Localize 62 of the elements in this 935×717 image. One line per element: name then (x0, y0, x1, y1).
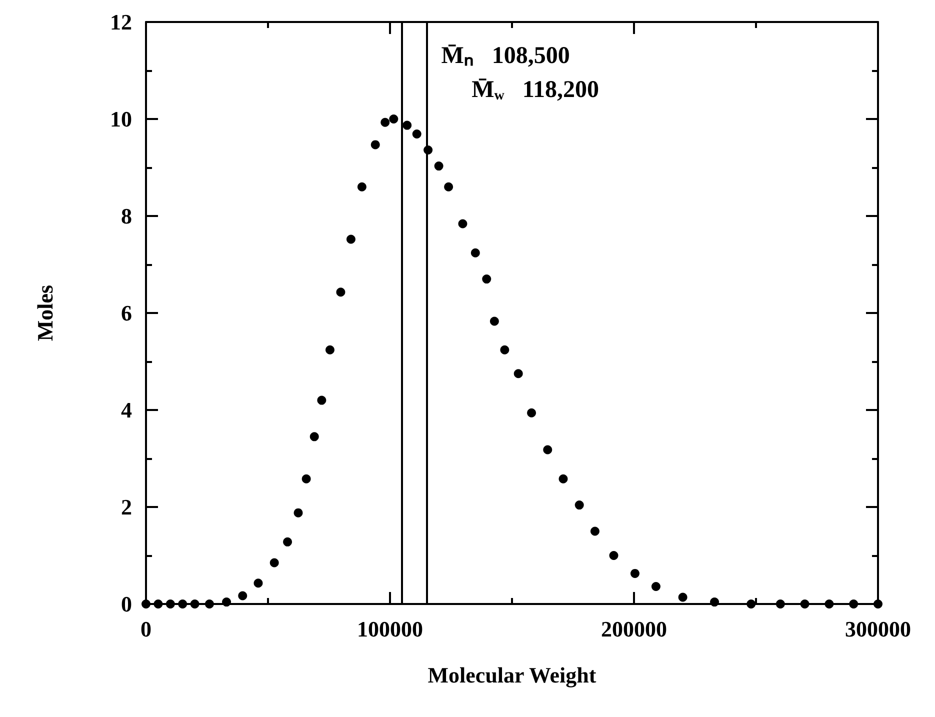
point (302, 474, 311, 484)
point (651, 582, 660, 592)
point (190, 600, 200, 608)
y-axis-title: Moles (32, 284, 58, 342)
point (543, 445, 552, 454)
point (849, 600, 858, 608)
point (294, 508, 303, 518)
point (412, 130, 422, 139)
point (222, 598, 232, 607)
point (514, 369, 523, 378)
point (482, 274, 492, 284)
point (558, 474, 568, 484)
y-tick-label: 10 (110, 106, 132, 132)
point (574, 500, 584, 510)
point (776, 600, 785, 608)
point (370, 140, 380, 150)
point (678, 592, 688, 602)
point (444, 182, 454, 192)
point (357, 182, 366, 192)
point (317, 396, 326, 405)
point (154, 600, 163, 608)
x-axis-title: Molecular Weight (428, 662, 597, 688)
point (402, 120, 412, 130)
y-tick-label: 12 (110, 10, 132, 34)
point (178, 600, 188, 608)
point (142, 600, 150, 608)
point (238, 591, 248, 600)
y-tick-label: 8 (121, 204, 132, 228)
point (389, 114, 398, 124)
y-tick-label: 2 (121, 494, 132, 520)
x-tick-label: 200000 (601, 616, 667, 642)
point (470, 248, 480, 258)
point (500, 345, 510, 354)
point (380, 118, 390, 127)
point (204, 600, 214, 608)
point (283, 537, 292, 546)
point (346, 234, 356, 244)
point (434, 162, 444, 171)
point (166, 600, 175, 608)
point (710, 598, 720, 607)
point (609, 551, 618, 560)
y-tick-label: 6 (121, 300, 132, 326)
point (527, 408, 536, 418)
x-tick-label: 0 (140, 616, 152, 642)
point (310, 432, 319, 442)
point (824, 600, 834, 608)
y-tick-label: 4 (121, 398, 132, 422)
point (336, 288, 346, 297)
x-tick-label: 300000 (845, 616, 911, 642)
y-tick-label: 0 (121, 592, 132, 616)
ref-line-label: M̄ₙ 108,500 (441, 43, 570, 69)
point (254, 578, 263, 588)
point (746, 600, 756, 608)
point (800, 600, 810, 608)
x-tick-label: 100000 (357, 616, 423, 642)
point (325, 345, 334, 354)
point (590, 526, 600, 536)
point (458, 219, 468, 228)
point (630, 568, 640, 578)
point (490, 316, 499, 326)
point (270, 558, 279, 568)
point (874, 600, 882, 608)
